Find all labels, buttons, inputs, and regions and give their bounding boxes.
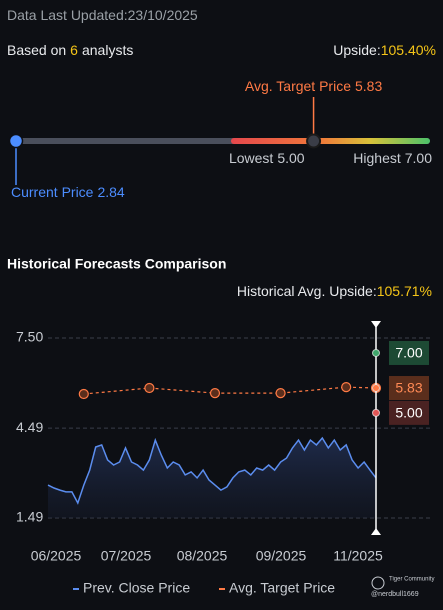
- avg-target-point: [275, 388, 286, 399]
- avg-target-dot: [306, 133, 322, 149]
- avg-target-label: Avg. Target Price 5.83: [245, 78, 383, 94]
- lowest-label: Lowest 5.00: [229, 150, 305, 166]
- legend-label: Avg. Target Price: [229, 580, 335, 596]
- marker-box: [389, 400, 429, 425]
- forecast-range: [230, 138, 430, 144]
- price-area: [48, 438, 376, 518]
- value: 2.84: [97, 184, 124, 200]
- value: 5.00: [277, 150, 304, 166]
- x-tick-label: 06/2025: [31, 548, 82, 564]
- date: 23/10/2025: [128, 7, 198, 23]
- value: 105.71%: [377, 283, 432, 299]
- watermark-brand: Tiger Community: [389, 577, 434, 583]
- avg-target-point: [341, 382, 352, 393]
- avg-target-point: [78, 388, 89, 400]
- y-tick-label: 4.49: [16, 419, 43, 435]
- forecast-marker: [372, 384, 380, 393]
- last-updated: Data Last Updated:23/10/2025: [7, 7, 198, 23]
- historical-upside: Historical Avg. Upside:105.71%: [237, 283, 432, 299]
- marker-box: [389, 376, 429, 401]
- marker-label: 5.83: [395, 380, 422, 396]
- value: 5.83: [355, 78, 382, 94]
- section-title: Historical Forecasts Comparison: [7, 256, 226, 272]
- analysts: Based on 6 analysts: [7, 42, 133, 58]
- forecast-marker: [372, 348, 380, 357]
- name: Lowest: [229, 150, 273, 166]
- y-tick-label: 1.49: [16, 509, 43, 525]
- crosshair-cap: [371, 321, 381, 328]
- price-line: [47, 436, 377, 505]
- x-tick-label: 09/2025: [256, 548, 307, 564]
- highest-label: Highest 7.00: [353, 150, 432, 166]
- watermark-user: @nerdbull1669: [371, 591, 419, 598]
- y-tick-label: 7.50: [16, 329, 43, 345]
- x-tick-label: 07/2025: [101, 548, 152, 564]
- watermark-logo: [371, 576, 385, 590]
- crosshair-cap: [371, 528, 381, 535]
- current-dot: [8, 133, 24, 149]
- name: Highest: [353, 150, 401, 166]
- current-label: Current Price 2.84: [11, 184, 125, 200]
- marker-box: [389, 340, 429, 365]
- forecast-marker: [372, 408, 380, 417]
- upside: Upside:105.40%: [333, 42, 436, 58]
- label: analysts: [82, 42, 133, 58]
- value: 7.00: [405, 150, 432, 166]
- name: Current Price: [11, 184, 94, 200]
- label: Data Last Updated:: [7, 7, 128, 23]
- marker-label: 5.00: [395, 405, 422, 421]
- x-tick-label: 11/2025: [333, 548, 383, 564]
- x-tick-label: 08/2025: [177, 548, 228, 564]
- avg-target-point: [144, 382, 155, 394]
- label: Historical Avg. Upside:: [237, 283, 377, 299]
- avg-target-line: [83, 386, 377, 395]
- count: 6: [70, 42, 78, 58]
- avg-target-point: [209, 388, 221, 399]
- label: Based on: [7, 42, 66, 58]
- value: 105.40%: [381, 42, 436, 58]
- marker-label: 7.00: [395, 345, 422, 361]
- label: Upside:: [333, 42, 380, 58]
- name: Avg. Target Price: [245, 78, 351, 94]
- legend-label: Prev. Close Price: [83, 580, 190, 596]
